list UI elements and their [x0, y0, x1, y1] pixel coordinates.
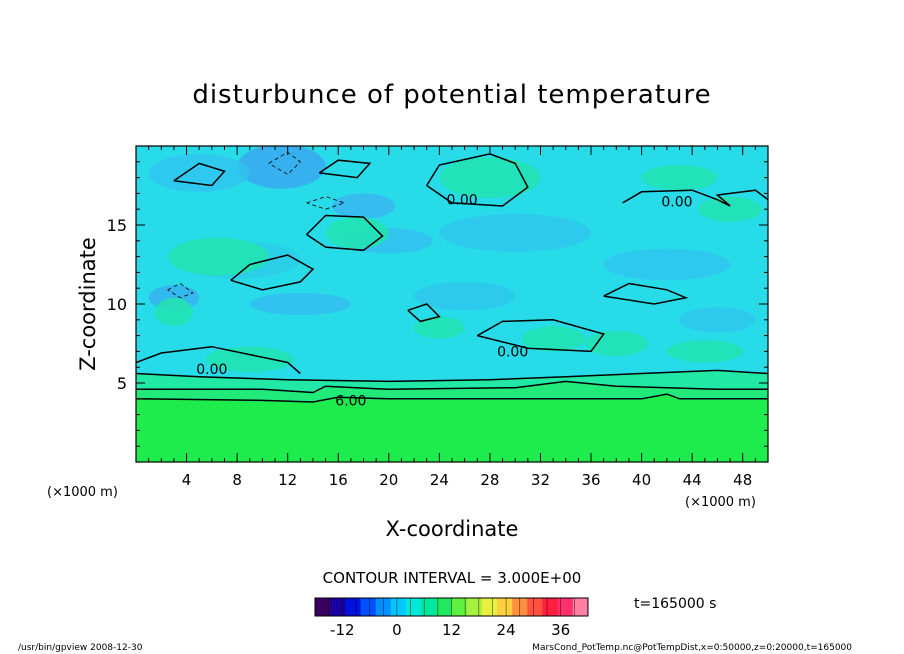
colorbar-swatch — [481, 598, 498, 616]
field-patch — [666, 340, 743, 363]
colorbar-swatch — [451, 598, 468, 616]
contour-line — [603, 282, 689, 305]
colorbar-swatch — [542, 598, 559, 616]
x-tick-label: 20 — [379, 471, 398, 489]
field-patch — [331, 193, 396, 219]
field-patch — [641, 164, 718, 191]
colorbar-swatch — [406, 598, 422, 616]
colorbar-swatch — [527, 598, 543, 616]
contour-line — [306, 196, 346, 210]
field-patch — [237, 146, 326, 189]
contour-line — [230, 254, 315, 291]
y-axis-ticks: 5 10 15 — [107, 161, 768, 447]
x-tick-label: 48 — [733, 471, 752, 489]
contour-lines — [136, 151, 768, 403]
x-tick-label: 24 — [430, 471, 449, 489]
contour-line — [136, 393, 768, 403]
colorbar-swatch — [330, 598, 346, 616]
plot-area — [136, 146, 768, 462]
colorbar-swatch — [557, 598, 574, 616]
colorbar-tick-label: 24 — [497, 621, 516, 639]
colorbar-swatch — [421, 598, 437, 616]
x-tick-label: 4 — [182, 471, 192, 489]
x-tick-label: 16 — [329, 471, 348, 489]
contour-line — [426, 153, 529, 207]
footer-right: MarsCond_PotTemp.nc@PotTempDist,x=0:5000… — [532, 643, 852, 653]
contour-label: 0.00 — [447, 193, 478, 209]
colorbar-swatch — [345, 598, 361, 616]
contour-interval: CONTOUR INTERVAL = 3.000E+00 — [323, 569, 582, 587]
contour-line — [136, 380, 768, 394]
colorbar — [314, 598, 589, 616]
field-patch — [414, 281, 516, 311]
contour-label: 0.00 — [196, 362, 227, 378]
contour-label: 0.00 — [661, 194, 692, 210]
colorbar-tick-label: 0 — [392, 621, 402, 639]
contour-line — [136, 369, 768, 383]
x-tick-label: 40 — [632, 471, 651, 489]
field-patch — [205, 346, 294, 372]
field-patch — [439, 157, 541, 199]
chart-title: disturbunce of potential temperature — [192, 80, 711, 110]
field-patch — [439, 213, 592, 252]
colorbar-swatch — [315, 598, 331, 616]
colorbar-tick-label: 12 — [442, 621, 461, 639]
contour-labels: 0.00 0.00 0.00 0.00 6.00 — [196, 193, 692, 410]
y-tick-label: 10 — [107, 295, 127, 314]
contour-line — [306, 214, 384, 252]
field-patch — [698, 196, 762, 222]
field-patch — [414, 316, 465, 339]
x-axis-unit: (×1000 m) — [685, 495, 756, 510]
field-patch — [603, 248, 731, 281]
y-tick-label: 5 — [117, 374, 127, 393]
colorbar-ticks: -12 0 12 24 36 — [330, 621, 570, 639]
colorbar-tick-label: -12 — [330, 621, 355, 639]
contour-line — [167, 283, 194, 299]
x-axis-ticks: 4 8 12 16 20 24 28 32 36 40 44 48 — [148, 146, 756, 489]
x-tick-label: 44 — [683, 471, 702, 489]
colorbar-swatch — [360, 598, 377, 616]
x-tick-label: 32 — [531, 471, 550, 489]
lower-layer — [136, 370, 768, 462]
field-patch — [679, 307, 756, 333]
field-patch — [249, 292, 351, 316]
y-axis-label: Z-coordinate — [76, 237, 100, 371]
contour-line — [622, 189, 768, 207]
x-tick-label: 36 — [581, 471, 600, 489]
colorbar-swatch — [497, 598, 513, 616]
x-tick-label: 12 — [278, 471, 297, 489]
field-patch — [325, 217, 389, 249]
field-patch — [584, 330, 648, 357]
field-patch — [148, 153, 250, 192]
colorbar-tick-label: 36 — [551, 621, 570, 639]
contour-line — [476, 319, 605, 353]
field-patches — [148, 146, 762, 372]
y-axis-unit: (×1000 m) — [47, 485, 118, 500]
contour-line — [407, 303, 441, 323]
y-tick-label: 15 — [107, 216, 127, 235]
contour-line — [268, 151, 301, 175]
contour-label: 0.00 — [497, 344, 528, 360]
colorbar-swatch — [572, 598, 589, 616]
contour-line — [318, 159, 372, 179]
colorbar-swatch — [466, 598, 483, 616]
contour-line — [136, 345, 301, 375]
x-axis-label: X-coordinate — [386, 517, 519, 541]
time-label: t=165000 s — [634, 596, 716, 612]
colorbar-frame — [314, 597, 589, 617]
contour-label: 6.00 — [335, 393, 366, 409]
field-patch — [154, 297, 193, 327]
footer-left: /usr/bin/gpview 2008-12-30 — [18, 643, 143, 653]
colorbar-swatch — [436, 598, 452, 616]
field-patch — [521, 326, 585, 352]
colorbar-swatch — [390, 598, 407, 616]
x-tick-label: 8 — [232, 471, 242, 489]
contour-line — [173, 162, 226, 187]
x-tick-label: 28 — [480, 471, 499, 489]
stable-layer — [136, 394, 768, 462]
field-patch — [167, 237, 269, 276]
